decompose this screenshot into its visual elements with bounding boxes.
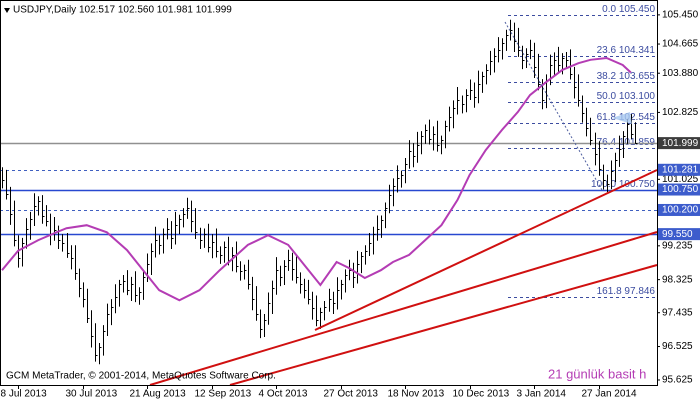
x-tick-label: 8 Jul 2013	[1, 389, 48, 400]
x-tick-label: 27 Oct 2013	[324, 389, 379, 400]
moving-average	[1, 56, 632, 302]
fib-trend-line	[504, 21, 603, 191]
triangle-drawing	[612, 112, 632, 124]
y-tick-label: 104.665	[662, 39, 699, 50]
x-tick-label: 21 Aug 2013	[130, 389, 187, 400]
x-tick-label: 27 Jan 2014	[582, 389, 637, 400]
x-tick-label: 18 Nov 2013	[388, 389, 445, 400]
fib-label: 161.8 97.846	[597, 286, 656, 297]
y-tick-label: 101.025	[662, 174, 699, 185]
x-tick-label: 4 Oct 2013	[259, 389, 308, 400]
level-label: 101.281	[662, 164, 699, 175]
y-tick-label: 103.880	[662, 68, 699, 79]
trend-line	[229, 264, 658, 386]
copyright: GCM MetaTrader, © 2001-2014, MetaQuotes …	[6, 371, 276, 382]
plot-area: 0.0 105.450 23.6 104.341 38.2 103.655 50.0 …	[0, 4, 657, 365]
level-label-bg	[658, 137, 700, 150]
level-label: 99.550	[662, 229, 693, 240]
fib-label: 76.4 101.859	[597, 137, 656, 148]
level-label-bg	[658, 203, 700, 216]
fib-label: 0.0 105.450	[602, 4, 655, 15]
level-label: 100.200	[662, 205, 699, 216]
trend-line	[149, 231, 658, 386]
level-label-bg	[658, 163, 700, 176]
y-tick-label: 99.235	[662, 240, 693, 251]
x-tick-label: 3 Jan 2014	[517, 389, 567, 400]
level-label: 101.999	[662, 138, 699, 149]
level-label-bg	[658, 228, 700, 241]
x-tick-label: 12 Sep 2013	[195, 389, 252, 400]
level-label-bg	[658, 183, 700, 196]
trend-line	[314, 169, 658, 331]
fib-label: 38.2 103.655	[597, 71, 656, 82]
y-tick-label: 96.525	[662, 341, 693, 352]
legend-entry: 21 günlük basit h	[548, 366, 646, 381]
plot-border	[0, 0, 658, 386]
y-tick-label: 98.325	[662, 274, 693, 285]
x-tick-label: 10 Dec 2013	[453, 389, 510, 400]
x-tick-label: 30 Jul 2013	[66, 389, 118, 400]
title-icon	[4, 8, 10, 13]
y-tick-label: 105.450	[662, 10, 699, 21]
y-tick-label: 95.625	[662, 375, 693, 386]
y-tick-label: 97.435	[662, 307, 693, 318]
level-label: 100.750	[662, 184, 699, 195]
y-tick-label: 102.825	[662, 107, 699, 118]
fib-label: 50.0 103.100	[597, 91, 656, 102]
fib-label: 23.6 104.341	[597, 45, 656, 56]
chart-title: USDJPY,Daily 102.517 102.560 101.981 101…	[13, 5, 232, 16]
fib-label: 100.0 100.750	[591, 179, 655, 190]
